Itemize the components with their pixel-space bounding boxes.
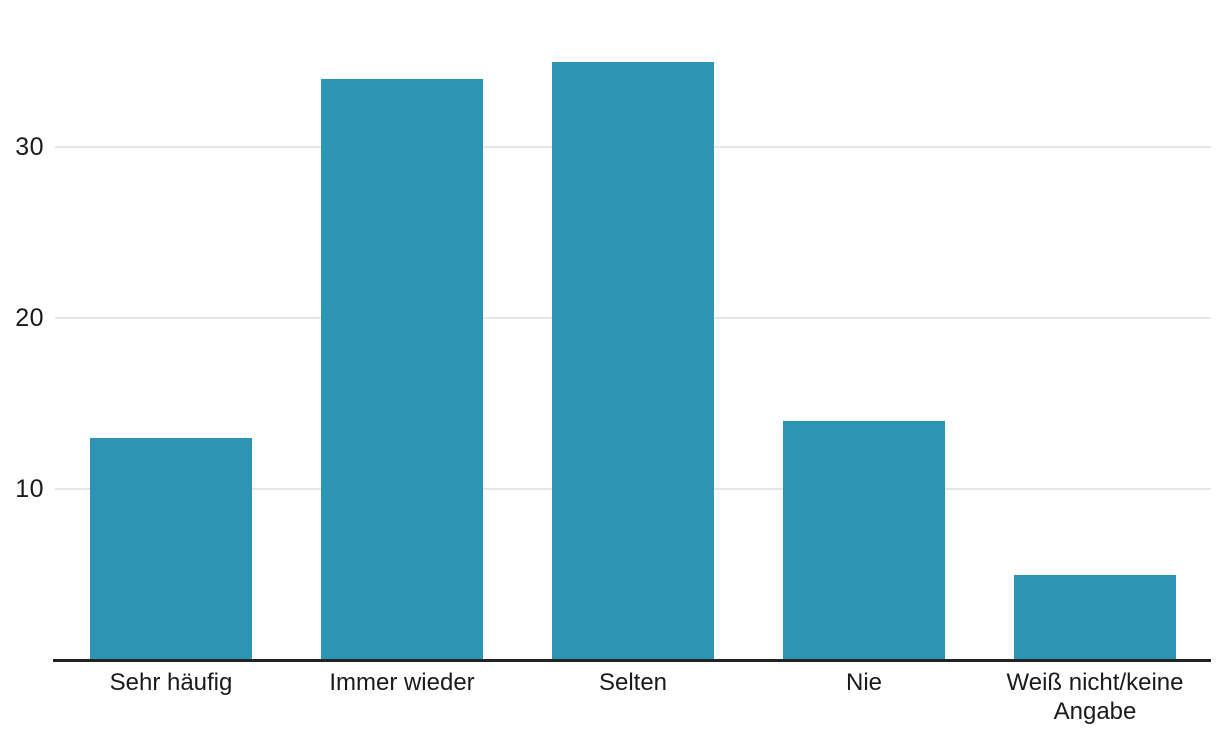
bar-nie bbox=[783, 421, 945, 660]
bar-sehr-h-ufig bbox=[90, 438, 252, 660]
bar-selten bbox=[552, 62, 714, 660]
x-axis-category-label: Selten bbox=[598, 669, 668, 696]
x-axis-category-label: Immer wieder bbox=[329, 669, 475, 696]
y-axis-tick-label: 10 bbox=[15, 475, 44, 504]
x-axis-category-label: Nie bbox=[845, 669, 882, 696]
bar-immer-wieder bbox=[321, 79, 483, 660]
x-axis-line bbox=[53, 659, 1211, 662]
x-axis-category-label: Sehr häufig bbox=[109, 669, 233, 696]
y-axis-tick-label: 20 bbox=[15, 304, 44, 333]
x-axis-category-label: Weiß nicht/keine Angabe bbox=[1006, 669, 1184, 725]
bar-wei-nicht-keine-angabe bbox=[1014, 575, 1176, 660]
y-axis-tick-label: 30 bbox=[15, 133, 44, 162]
